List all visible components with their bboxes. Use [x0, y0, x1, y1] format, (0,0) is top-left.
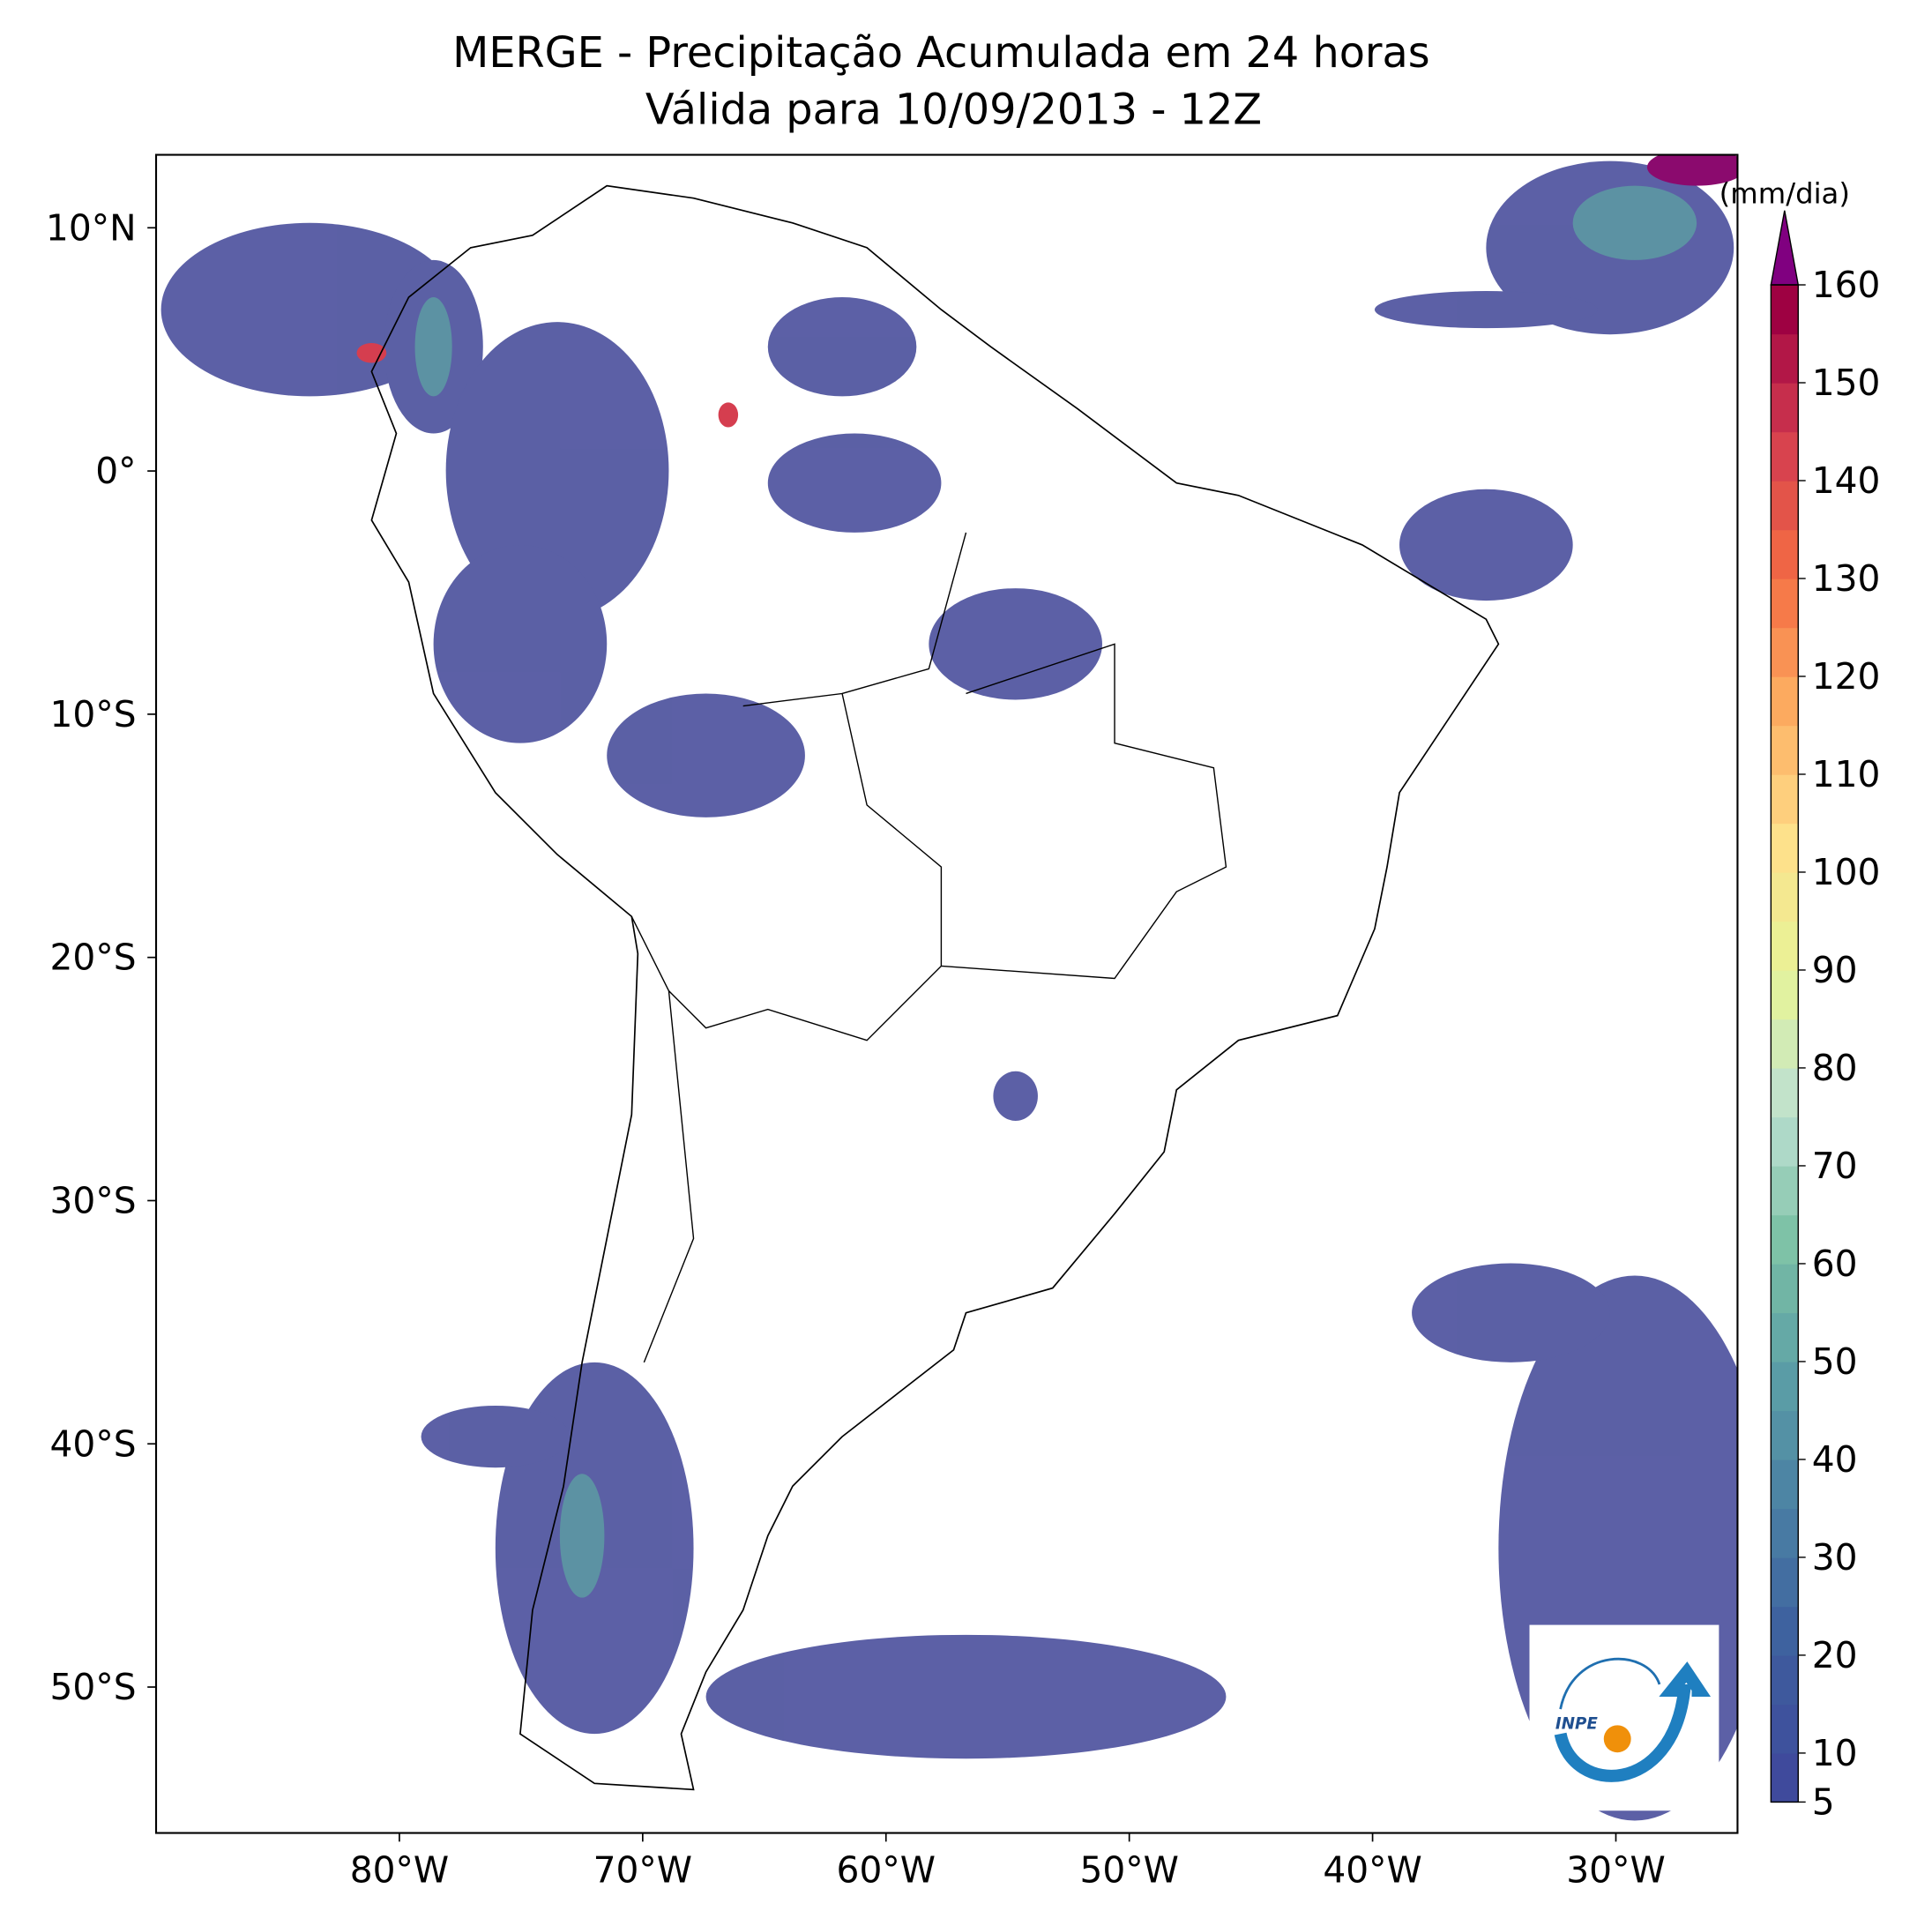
x-tick-label: 70°W [593, 1849, 692, 1892]
colorbar-tick-label: 60 [1812, 1243, 1858, 1285]
colorbar: 5 10 20 30 40 50 60 70 80 90 100 110 120 130 140 150 160… [1719, 176, 1881, 1823]
logo-arc [1559, 1657, 1661, 1710]
colorbar-band [1771, 1312, 1799, 1362]
colorbar-band [1771, 921, 1799, 971]
colorbar-band [1771, 1214, 1799, 1265]
logo-arrow [1554, 1661, 1712, 1782]
colorbar-band [1771, 1752, 1799, 1803]
colorbar-band [1771, 676, 1799, 727]
colorbar-band [1771, 285, 1799, 335]
colorbar-band [1771, 725, 1799, 775]
y-tick-label: 50°S [50, 1666, 137, 1708]
precipitation [160, 154, 1738, 1821]
colorbar-tick-label: 90 [1812, 949, 1858, 991]
x-tick-label: 30°W [1566, 1849, 1665, 1892]
y-tick-label: 10°S [50, 693, 137, 735]
colorbar-tick-label: 50 [1812, 1340, 1858, 1383]
colorbar-band [1771, 383, 1799, 433]
y-tick-label: 10°N [46, 206, 137, 249]
colorbar-band [1771, 773, 1799, 825]
colorbar-band [1771, 1556, 1799, 1608]
colorbar-band [1771, 627, 1799, 677]
colorbar-band [1771, 871, 1799, 922]
logo-dot [1603, 1725, 1631, 1753]
colorbar-band [1771, 1459, 1799, 1510]
colorbar-tick-label: 120 [1812, 655, 1881, 698]
colorbar-tick-label: 140 [1812, 459, 1881, 502]
colorbar-band [1771, 823, 1799, 873]
title-line-1: MERGE - Precipitação Acumulada em 24 hor… [452, 29, 1430, 78]
colorbar-band [1771, 1508, 1799, 1558]
colorbar-tick-label: 40 [1812, 1438, 1858, 1481]
y-tick-label: 40°S [50, 1422, 137, 1465]
colorbar-tick-label: 30 [1812, 1536, 1858, 1579]
colorbar-tick-label: 20 [1812, 1634, 1858, 1676]
x-tick-label: 50°W [1079, 1849, 1178, 1892]
colorbar-band [1771, 969, 1799, 1020]
colorbar-frame [1770, 284, 1799, 1803]
colorbar-band [1771, 529, 1799, 579]
colorbar-band [1771, 1606, 1799, 1656]
colorbar-band [1771, 1654, 1799, 1706]
y-tick-label: 20°S [50, 937, 137, 979]
colorbar-band [1771, 1019, 1799, 1069]
map-frame [154, 153, 1739, 1834]
colorbar-band [1771, 1704, 1799, 1754]
colorbar-tick-label: 110 [1812, 753, 1881, 795]
colorbar-tick-label: 80 [1812, 1047, 1858, 1089]
colorbar-tick-label: 160 [1812, 264, 1881, 306]
colorbar-tick-label: 10 [1812, 1732, 1858, 1774]
colorbar-band [1771, 1263, 1799, 1314]
colorbar-band [1771, 431, 1799, 481]
colorbar-band [1771, 1410, 1799, 1460]
colorbar-band [1771, 1165, 1799, 1216]
coastline [370, 184, 1500, 1791]
y-tick-label: 30°S [50, 1180, 137, 1222]
x-tick-label: 60°W [837, 1849, 936, 1892]
colorbar-band [1771, 1361, 1799, 1412]
colorbar-band [1771, 481, 1799, 531]
colorbar-tick-label: 70 [1812, 1145, 1858, 1187]
borders [630, 532, 1227, 1363]
x-tick-label: 40°W [1323, 1849, 1421, 1892]
colorbar-band [1771, 1116, 1799, 1167]
y-tick-label: 0° [95, 450, 136, 492]
map-area [154, 153, 1739, 1834]
colorbar-tick-label: 150 [1812, 362, 1881, 404]
colorbar-band [1771, 1067, 1799, 1118]
colorbar-tick-label: 130 [1812, 557, 1881, 600]
colorbar-band [1771, 333, 1799, 384]
logo: INPE [1529, 1624, 1719, 1811]
colorbar-unit: (mm/dia) [1719, 176, 1850, 210]
logo-text: INPE [1555, 1715, 1598, 1734]
colorbar-tick-label: 5 [1812, 1780, 1835, 1823]
colorbar-tick-label: 100 [1812, 851, 1881, 893]
colorbar-band [1771, 578, 1799, 629]
x-tick-label: 80°W [350, 1849, 449, 1892]
title-line-2: Válida para 10/09/2013 - 12Z [645, 86, 1262, 134]
